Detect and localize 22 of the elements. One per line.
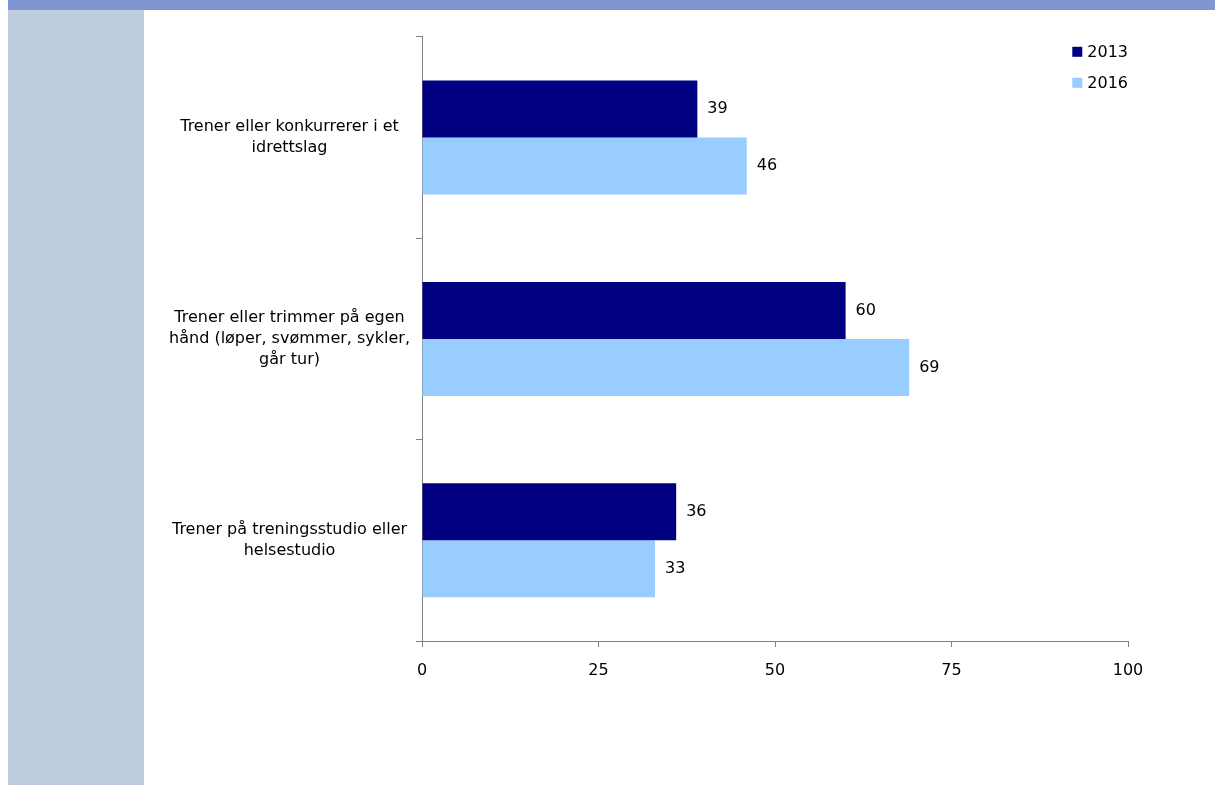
y-tick-label: Trener eller konkurrerer i et idrettslag: [179, 116, 399, 157]
bar: [422, 540, 655, 598]
x-tick-label: 100: [1112, 659, 1144, 679]
x-tick-label: 0: [416, 659, 428, 679]
bar: [422, 338, 910, 396]
bar: [422, 281, 846, 339]
data-label: 69: [919, 356, 940, 376]
x-tick-label: 25: [588, 659, 609, 679]
data-label: 39: [707, 98, 728, 118]
bar: [422, 137, 747, 195]
data-label: 46: [756, 155, 778, 175]
y-tick-label: Trener eller trimmer på egen hånd (løper, svømmer, sykler, går tur): [169, 307, 410, 368]
y-tick-label: Trener på treningsstudio eller helsestudio: [170, 519, 408, 559]
data-label: 60: [855, 299, 876, 319]
data-label: 33: [664, 557, 686, 577]
bar: [422, 80, 698, 138]
data-label: 36: [686, 500, 707, 520]
bar: [422, 483, 677, 541]
x-tick-label: 75: [941, 659, 962, 679]
legend-label: 2013: [1087, 41, 1128, 61]
x-tick-label: 50: [764, 659, 786, 679]
legend-label: 2016: [1087, 72, 1128, 92]
